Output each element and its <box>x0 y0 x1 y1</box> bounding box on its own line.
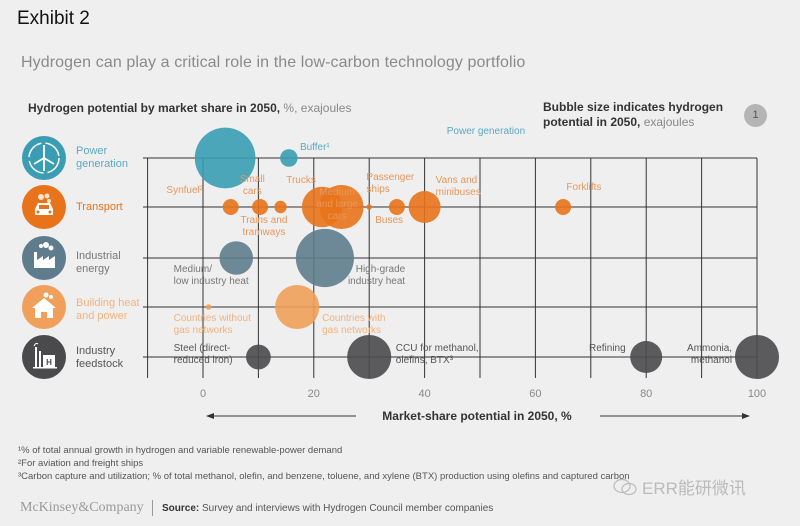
bubble-label: CCU for methanol, olefins, BTX³ <box>396 343 479 366</box>
size-legend-bubble: 1 <box>744 104 767 127</box>
bubble-buffer <box>280 149 298 167</box>
row-icon-transport <box>22 185 66 229</box>
x-tick-label: 60 <box>529 388 541 400</box>
mckinsey-logo: McKinsey&Company <box>20 500 144 515</box>
row-icon-power <box>22 136 66 180</box>
row-label-feedstock: Industry feedstock <box>76 345 123 371</box>
row-label-building: Building heat and power <box>76 297 140 323</box>
bubble-vans-and-minibuses <box>408 191 441 223</box>
footnote-3: ³Carbon capture and utilization; % of to… <box>18 471 630 482</box>
bubble-label: Ammonia, methanol <box>687 343 732 366</box>
bubble-forklifts <box>555 199 572 215</box>
bubble-synfuel <box>222 199 239 215</box>
row-label-industrial: Industrial energy <box>76 250 121 276</box>
left-arrow-icon <box>206 413 214 419</box>
footer-divider <box>152 500 153 516</box>
bubble-trains-and-tramways <box>274 200 287 214</box>
size-legend-text: Bubble size indicates hydrogen potential … <box>543 100 723 130</box>
size-legend-line1: Bubble size indicates hydrogen <box>543 100 724 114</box>
chart-heading: Hydrogen potential by market share in 20… <box>28 101 351 115</box>
x-tick-label: 80 <box>640 388 652 400</box>
bubble-label: Countries with gas networks <box>322 313 385 336</box>
bubble-countries-with-gas-networks <box>275 284 320 330</box>
bubble-passenger-ships <box>366 204 372 210</box>
chart-heading-bold: Hydrogen potential by market share in 20… <box>28 101 281 115</box>
source-label: Source: <box>162 503 200 514</box>
bubble-refining <box>630 341 663 373</box>
row-label-line2: and power <box>76 310 128 322</box>
footnote-1: ¹% of total annual growth in hydrogen an… <box>18 445 343 456</box>
row-label-line1: Power <box>76 145 108 157</box>
row-label-line1: Industry <box>76 345 116 357</box>
size-legend-units: exajoules <box>640 115 695 129</box>
bubble-label: Vans and minibuses <box>436 175 481 198</box>
house-icon <box>32 292 56 318</box>
bubble-label: Passenger ships <box>366 172 414 195</box>
chart-heading-units: %, exajoules <box>280 101 352 115</box>
car-icon <box>35 193 53 215</box>
bubble-label: Buses <box>375 215 403 226</box>
x-tick-label: 100 <box>748 388 766 400</box>
bubble-countries-without-gas-networks <box>205 304 212 310</box>
bubble-chart: Power generation Buffer¹ Synfuel² Small cars… <box>143 126 780 423</box>
bubble-label: Synfuel² <box>166 185 203 196</box>
bubble-label: Countries without gas networks <box>174 313 251 336</box>
svg-text:H: H <box>46 358 52 367</box>
size-legend-line2: potential in 2050, <box>543 115 641 129</box>
bubble-ammonia-methanol <box>734 334 780 380</box>
bubble-label: Trains and tramways <box>241 215 288 238</box>
watermark: ERR能研微讯 <box>612 474 746 499</box>
wechat-icon <box>613 478 637 495</box>
row-icon-building <box>22 285 66 329</box>
right-arrow-icon <box>742 413 750 419</box>
bubble-label: Power generation <box>447 126 525 137</box>
bubble-label: Steel (direct-reduced iron) <box>174 343 233 366</box>
bubble-steel-direct-reduced-iron <box>246 344 271 370</box>
bubble-label: Buffer¹ <box>300 142 330 153</box>
bubble-label: Forklifts <box>566 182 601 193</box>
chart-subtitle: Hydrogen can play a critical role in the… <box>21 54 526 71</box>
row-label-line2: generation <box>76 158 128 170</box>
row-icon-industrial <box>22 236 66 280</box>
source-text: Survey and interviews with Hydrogen Coun… <box>199 503 494 514</box>
x-tick-label: 0 <box>200 388 206 400</box>
bubble-small-cars <box>252 199 269 215</box>
bubble-medium-and-large-cars <box>319 184 364 230</box>
source-note: Source: Survey and interviews with Hydro… <box>162 503 493 514</box>
bubble-buses <box>388 199 405 215</box>
x-axis-label: Market-share potential in 2050, % <box>382 409 572 423</box>
row-label-transport: Transport <box>76 201 123 214</box>
row-icon-feedstock: H <box>22 335 66 379</box>
bubble-label: High-grade industry heat <box>348 264 406 287</box>
watermark-text: ERR能研微讯 <box>642 479 746 498</box>
bubble-label: Refining <box>589 343 626 354</box>
wind-turbine-icon <box>28 142 60 174</box>
industrial-plant-icon: H <box>33 342 57 369</box>
row-label-line1: Transport <box>76 201 123 213</box>
x-tick-label: 20 <box>308 388 320 400</box>
row-label-line1: Building heat <box>76 297 140 309</box>
row-label-power: Power generation <box>76 145 128 171</box>
bubble-label: Medium/low industry heat <box>174 264 249 287</box>
bubble-high-grade-industry-heat <box>295 228 354 288</box>
bubble-power-generation <box>194 127 256 189</box>
row-label-line1: Industrial <box>76 250 121 262</box>
row-label-line2: feedstock <box>76 358 124 370</box>
footnote-2: ²For aviation and freight ships <box>18 458 144 469</box>
bubble-label: Small cars <box>240 174 265 197</box>
row-label-line2: energy <box>76 263 110 275</box>
bubble-label: Trucks <box>286 175 316 186</box>
x-tick-label: 40 <box>418 388 430 400</box>
bubble-label: Medium and large cars <box>316 187 358 222</box>
bubble-ccu-for-methanol-olefins-btx <box>347 334 392 380</box>
bubble-medium-low-industry-heat <box>219 241 254 275</box>
factory-icon <box>34 242 55 268</box>
exhibit-title: Exhibit 2 <box>17 8 90 29</box>
